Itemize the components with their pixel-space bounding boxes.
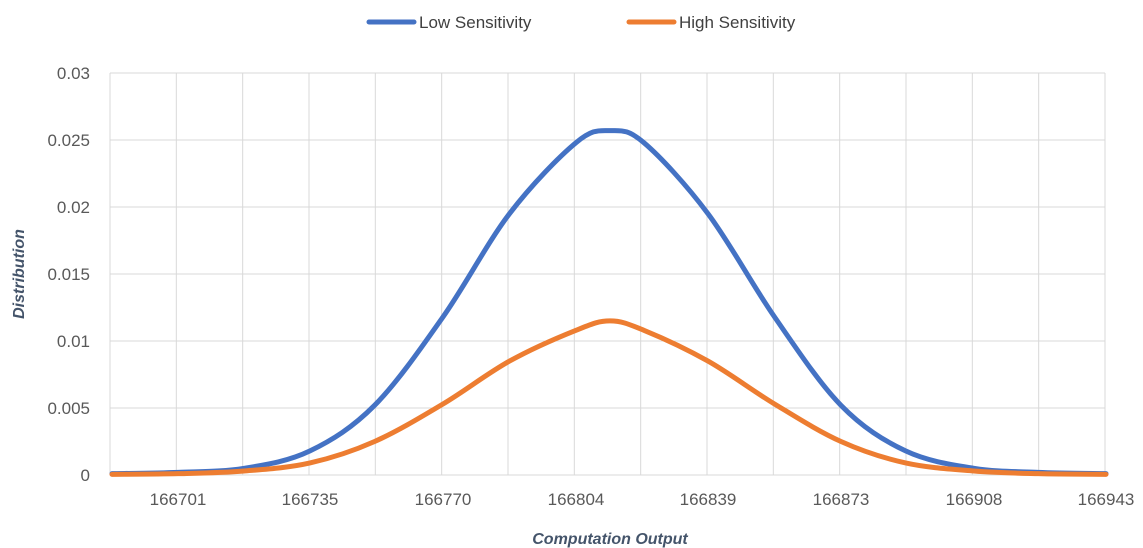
series-layer bbox=[109, 128, 1109, 477]
x-tick-label: 166701 bbox=[150, 490, 207, 509]
y-axis-ticks: 0 0.005 0.01 0.015 0.02 0.025 0.03 bbox=[47, 64, 90, 485]
x-tick-label: 166943 bbox=[1078, 490, 1135, 509]
y-tick-label: 0.01 bbox=[57, 332, 90, 351]
x-axis-title: Computation Output bbox=[532, 531, 688, 548]
x-tick-label: 166839 bbox=[680, 490, 737, 509]
legend-label: High Sensitivity bbox=[679, 13, 796, 32]
legend: Low Sensitivity High Sensitivity bbox=[366, 13, 796, 32]
legend-label: Low Sensitivity bbox=[419, 13, 532, 32]
legend-item-high-sensitivity: High Sensitivity bbox=[626, 13, 796, 32]
y-tick-label: 0.025 bbox=[47, 131, 90, 150]
y-tick-label: 0.015 bbox=[47, 265, 90, 284]
y-axis-title: Distribution bbox=[11, 229, 28, 319]
x-tick-label: 166804 bbox=[548, 490, 605, 509]
x-tick-label: 166770 bbox=[415, 490, 472, 509]
series-line-low-sensitivity bbox=[109, 128, 1109, 477]
y-tick-label: 0.02 bbox=[57, 198, 90, 217]
x-tick-label: 166873 bbox=[813, 490, 870, 509]
y-tick-label: 0.005 bbox=[47, 399, 90, 418]
y-tick-label: 0 bbox=[81, 466, 90, 485]
legend-item-low-sensitivity: Low Sensitivity bbox=[366, 13, 532, 32]
series-line-high-sensitivity bbox=[109, 318, 1109, 477]
y-tick-label: 0.03 bbox=[57, 64, 90, 83]
x-tick-label: 166735 bbox=[282, 490, 339, 509]
x-tick-label: 166908 bbox=[946, 490, 1003, 509]
x-axis-ticks: 166701 166735 166770 166804 166839 166873 1669… bbox=[150, 490, 1135, 509]
gridlines bbox=[109, 72, 1106, 476]
